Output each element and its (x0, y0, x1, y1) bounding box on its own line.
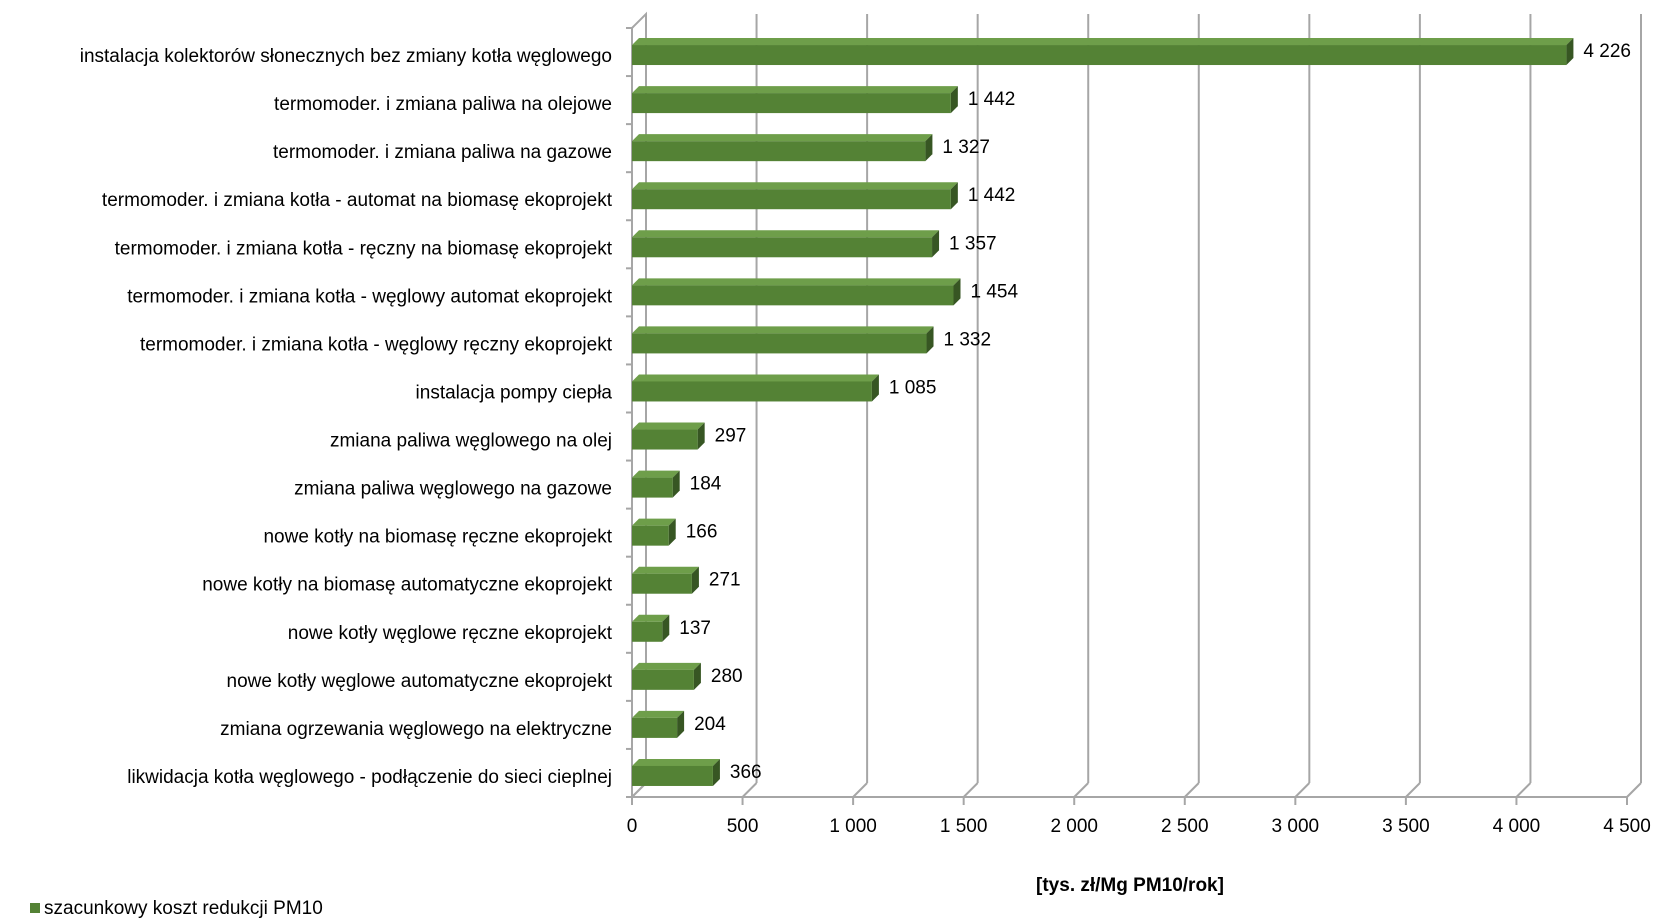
category-label: termomoder. i zmiana paliwa na gazowe (273, 142, 612, 163)
legend-label: szacunkowy koszt redukcji PM10 (44, 898, 323, 919)
data-label: 297 (715, 426, 747, 447)
data-label: 204 (694, 714, 726, 735)
floor-diagonal (1626, 782, 1642, 798)
x-tick-label: 3 500 (1382, 816, 1430, 837)
bars (632, 38, 1574, 786)
category-label: termomoder. i zmiana paliwa na olejowe (274, 94, 612, 115)
x-tick-label: 500 (727, 816, 759, 837)
bar (632, 470, 680, 498)
category-label: termomoder. i zmiana kotła - ręczny na b… (115, 238, 613, 259)
bar (632, 758, 720, 786)
bar (632, 278, 961, 306)
floor-diagonal (1184, 782, 1200, 798)
data-label: 280 (711, 666, 743, 687)
bar (632, 182, 958, 210)
category-label: termomoder. i zmiana kotła - węglowy ręc… (140, 334, 613, 355)
data-label: 271 (709, 570, 741, 591)
data-label: 137 (679, 618, 711, 639)
bar (632, 662, 701, 690)
gridlines (631, 14, 1642, 798)
category-label: likwidacja kotła węglowego - podłączenie… (127, 767, 612, 788)
x-axis-title: [tys. zł/Mg PM10/rok] (1036, 875, 1224, 896)
data-label: 1 442 (968, 185, 1016, 206)
bar (632, 134, 933, 162)
data-label: 1 085 (889, 377, 937, 398)
floor-diagonal (1073, 782, 1089, 798)
bar (632, 566, 699, 594)
data-label: 184 (690, 474, 722, 495)
x-tick-label: 1 500 (940, 816, 988, 837)
data-label: 1 332 (944, 329, 992, 350)
x-tick-label: 2 000 (1050, 816, 1098, 837)
category-label: instalacja kolektorów słonecznych bez zm… (80, 46, 612, 67)
data-labels: 4 226 1 442 1 327 1 442 1 357 1 454 1 332 1 085… (679, 41, 1631, 783)
floor-diagonal (1405, 782, 1421, 798)
bar (632, 38, 1574, 66)
data-label: 1 357 (949, 233, 997, 254)
data-label: 1 327 (942, 137, 990, 158)
data-label: 366 (730, 762, 762, 783)
bar (632, 326, 934, 354)
bar (632, 86, 958, 114)
category-label: nowe kotły węglowe ręczne ekoprojekt (288, 623, 613, 644)
category-label: zmiana ogrzewania węglowego na elektrycz… (220, 719, 612, 740)
category-label: nowe kotły na biomasę automatyczne ekopr… (202, 575, 613, 596)
bar (632, 374, 879, 402)
category-label: nowe kotły węglowe automatyczne ekoproje… (227, 671, 613, 692)
data-label: 1 454 (970, 281, 1018, 302)
legend-swatch (30, 903, 40, 913)
x-tick-label: 4 500 (1603, 816, 1651, 837)
floor-diagonal (1515, 782, 1532, 798)
data-label: 4 226 (1583, 41, 1631, 62)
bar (632, 518, 676, 546)
floor-diagonal (852, 782, 868, 798)
x-tick-label: 3 000 (1272, 816, 1320, 837)
x-tick-label: 4 000 (1493, 816, 1541, 837)
x-tick-label: 2 500 (1161, 816, 1209, 837)
category-label: zmiana paliwa węglowego na gazowe (294, 479, 612, 500)
bar (632, 614, 670, 642)
legend: szacunkowy koszt redukcji PM10 (30, 898, 323, 919)
x-tick-label: 0 (627, 816, 638, 837)
category-label: nowe kotły na biomasę ręczne ekoprojekt (263, 527, 612, 548)
category-label: instalacja pompy ciepła (416, 382, 613, 403)
data-label: 1 442 (968, 89, 1016, 110)
bar (632, 422, 705, 450)
x-tick-labels: 0 500 1 000 1 500 2 000 2 500 3 000 3 500 4 000 4… (627, 816, 1651, 837)
floor-diagonal (741, 782, 758, 798)
data-label: 166 (686, 522, 718, 543)
bar (632, 710, 685, 738)
category-label: zmiana paliwa węglowego na olej (330, 431, 612, 452)
x-tick-label: 1 000 (829, 816, 877, 837)
floor-diagonal (1294, 782, 1311, 798)
category-label: termomoder. i zmiana kotła - węglowy aut… (127, 286, 612, 307)
category-label: termomoder. i zmiana kotła - automat na … (102, 190, 613, 211)
category-labels: instalacja kolektorów słonecznych bez zm… (80, 46, 613, 788)
bar (632, 230, 940, 258)
axes (626, 11, 1628, 805)
floor-diagonal (962, 782, 979, 798)
